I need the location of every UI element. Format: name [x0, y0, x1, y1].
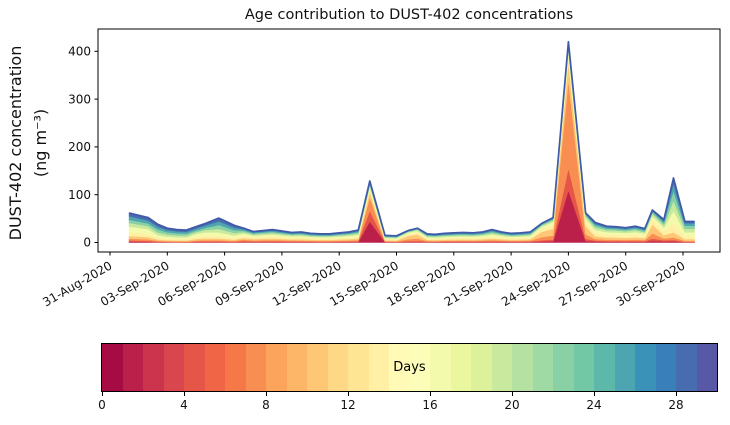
- colorbar-cell: [143, 344, 164, 391]
- age-band-area-15-18-days: [128, 50, 695, 240]
- colorbar-tick-label: 4: [180, 398, 188, 412]
- colorbar-tick-mark: [512, 392, 513, 396]
- colorbar-cell: [122, 344, 143, 391]
- colorbar-tick-label: 28: [668, 398, 684, 412]
- age-band-area-24-27-days: [128, 43, 695, 238]
- colorbar-cell: [696, 344, 717, 391]
- colorbar-tick-mark: [266, 392, 267, 396]
- colorbar-cell: [163, 344, 184, 391]
- age-band-area-12-15-days: [128, 54, 695, 241]
- total-concentration-line: [128, 40, 695, 237]
- colorbar-tick-label: 0: [98, 398, 106, 412]
- y-tick-label: 200: [68, 140, 91, 154]
- age-band-area-18-21-days: [128, 47, 695, 239]
- colorbar-tick-label: 24: [586, 398, 602, 412]
- y-tick-label: 0: [83, 236, 91, 250]
- age-band-area-6-9-days: [128, 79, 695, 243]
- colorbar-cells: [102, 344, 717, 391]
- colorbar-cell: [409, 344, 430, 391]
- colorbar-cell: [655, 344, 676, 391]
- colorbar-cell: [348, 344, 369, 391]
- colorbar-label: Days: [393, 360, 426, 375]
- age-band-area-21-24-days: [128, 45, 695, 238]
- colorbar-tick-label: 12: [340, 398, 356, 412]
- colorbar-cell: [450, 344, 471, 391]
- colorbar-cell: [368, 344, 389, 391]
- chart-title: Age contribution to DUST-402 concentrati…: [244, 7, 574, 23]
- y-tick-label: 300: [68, 92, 91, 106]
- plot-area: 010020030040031-Aug-202003-Sep-202006-Se…: [40, 28, 721, 309]
- colorbar-cell: [676, 344, 697, 391]
- colorbar-tick-mark: [184, 392, 185, 396]
- colorbar-cell: [573, 344, 594, 391]
- colorbar-cell: [635, 344, 656, 391]
- colorbar-cell: [389, 344, 410, 391]
- colorbar-cell: [553, 344, 574, 391]
- colorbar-cell: [594, 344, 615, 391]
- colorbar-cell: [204, 344, 225, 391]
- colorbar-cell: [471, 344, 492, 391]
- colorbar-cell: [245, 344, 266, 391]
- age-band-area-9-12-days: [128, 61, 695, 242]
- colorbar-tick-mark: [102, 392, 103, 396]
- y-tick-label: 100: [68, 188, 91, 202]
- colorbar-cell: [307, 344, 328, 391]
- colorbar-cell: [532, 344, 553, 391]
- colorbar-cell: [286, 344, 307, 391]
- colorbar-tick-mark: [348, 392, 349, 396]
- colorbar-cell: [430, 344, 451, 391]
- colorbar-tick-label: 16: [422, 398, 438, 412]
- colorbar-cell: [225, 344, 246, 391]
- colorbar-cell: [184, 344, 205, 391]
- y-tick-label: 400: [68, 45, 91, 59]
- colorbar-cell: [327, 344, 348, 391]
- colorbar-cell: [266, 344, 287, 391]
- colorbar-tick-mark: [594, 392, 595, 396]
- colorbar: Days 0 4 8 12 16 20 24 28: [98, 343, 718, 412]
- colorbar-tick-mark: [676, 392, 677, 396]
- colorbar-cell: [102, 344, 123, 391]
- age-band-area-27-30-days: [128, 41, 695, 237]
- colorbar-tick-label: 20: [504, 398, 520, 412]
- colorbar-tick-mark: [430, 392, 431, 396]
- axes-frame: [97, 28, 721, 253]
- colorbar-cell: [491, 344, 512, 391]
- colorbar-cell: [512, 344, 533, 391]
- colorbar-tick-label: 8: [262, 398, 270, 412]
- colorbar-cell: [614, 344, 635, 391]
